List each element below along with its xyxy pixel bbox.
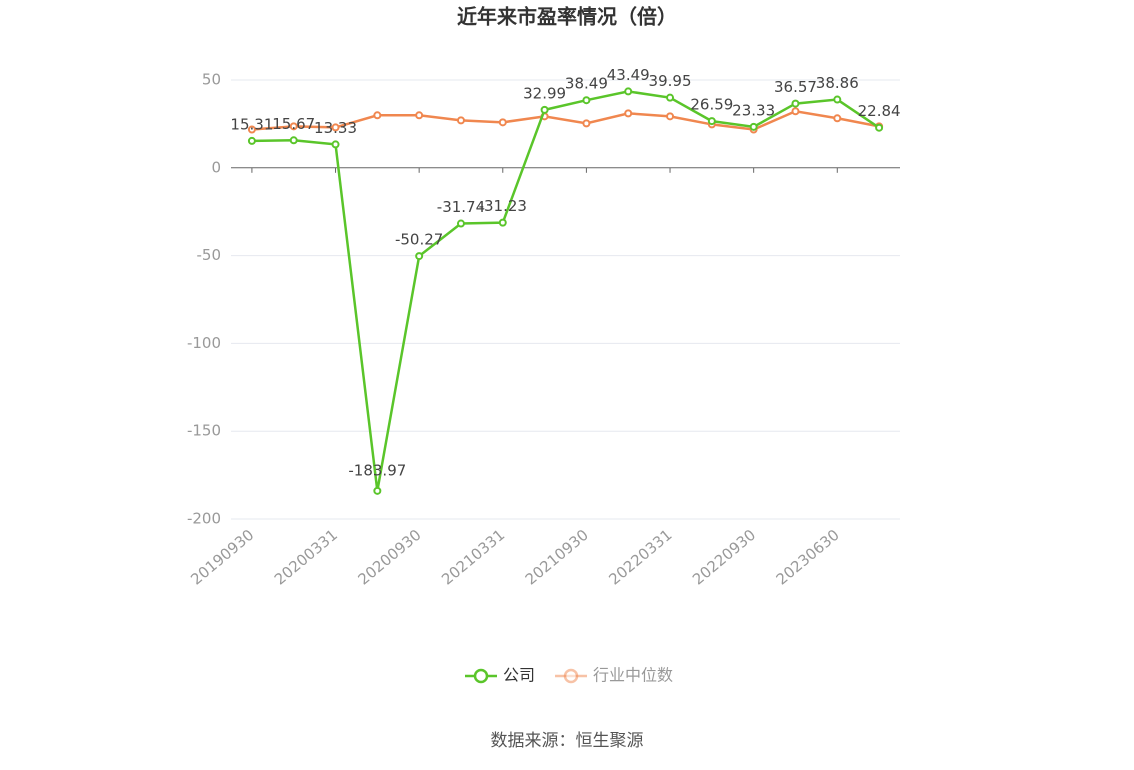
point: [833, 95, 842, 104]
data-label: 22.84: [858, 102, 901, 120]
data-label: -31.74: [437, 198, 485, 216]
data-label: 32.99: [523, 84, 566, 102]
point: [791, 107, 800, 116]
chart-title: 近年来市盈率情况（倍）: [457, 5, 677, 29]
point: [624, 109, 633, 118]
x-tick-label: 20190930: [187, 526, 257, 589]
line: [251, 90, 880, 492]
point: [875, 123, 884, 132]
y-tick-label: 50: [202, 71, 221, 89]
data-label: 39.95: [649, 72, 692, 90]
data-label: 26.59: [690, 96, 733, 114]
data-label: 13.33: [314, 119, 357, 137]
point: [791, 99, 800, 108]
point: [331, 123, 340, 132]
point: [540, 105, 549, 114]
point: [624, 87, 633, 96]
y-tick-label: -100: [187, 334, 221, 352]
data-label: 43.49: [607, 66, 650, 84]
point: [373, 111, 382, 120]
legend-marker: [563, 668, 579, 684]
point: [498, 218, 507, 227]
x-tick-label: 20210331: [438, 526, 508, 589]
data-label: -183.97: [348, 461, 406, 479]
y-tick-label: 0: [211, 158, 221, 176]
point: [415, 252, 424, 261]
y-tick-label: -200: [187, 510, 221, 528]
point: [289, 122, 298, 131]
point: [582, 96, 591, 105]
point: [415, 111, 424, 120]
point: [373, 486, 382, 495]
point: [582, 119, 591, 128]
point: [331, 140, 340, 149]
data-label: 23.33: [732, 101, 775, 119]
legend-label: 公司: [503, 666, 535, 685]
point: [247, 125, 256, 134]
data-label: -31.23: [479, 197, 527, 215]
legend-marker: [473, 668, 489, 684]
point: [666, 112, 675, 121]
x-tick-label: 20200930: [355, 526, 425, 589]
point: [456, 219, 465, 228]
x-tick-label: 20220930: [689, 526, 759, 589]
point: [707, 117, 716, 126]
x-tick-label: 20210930: [522, 526, 592, 589]
point: [247, 136, 256, 145]
point: [498, 118, 507, 127]
data-label: 36.57: [774, 78, 817, 96]
point: [456, 116, 465, 125]
legend-label: 行业中位数: [593, 666, 673, 685]
x-tick-label: 20220331: [605, 526, 675, 589]
point: [289, 136, 298, 145]
data-label: 38.49: [565, 75, 608, 93]
data-label: 15.67: [272, 115, 315, 133]
point: [666, 93, 675, 102]
y-tick-label: -150: [187, 422, 221, 440]
y-tick-label: -50: [197, 246, 222, 264]
point: [749, 122, 758, 131]
x-tick-label: 20200331: [271, 526, 341, 589]
data-label: 38.86: [816, 74, 859, 92]
data-label: 15.31: [230, 115, 273, 133]
data-label: -50.27: [395, 231, 443, 249]
point: [833, 114, 842, 123]
line: [251, 109, 880, 131]
source: 数据来源：恒生聚源: [491, 731, 644, 751]
x-tick-label: 20230630: [773, 526, 843, 589]
